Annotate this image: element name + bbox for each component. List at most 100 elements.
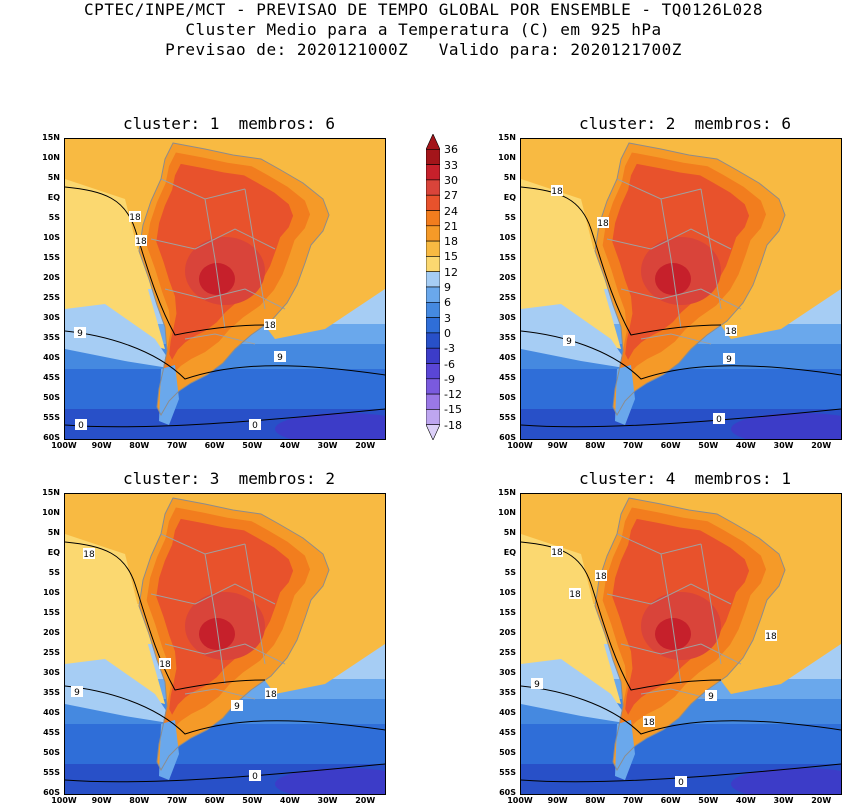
contour-label: 18 (135, 235, 147, 247)
colorbar-label: -15 (444, 403, 462, 417)
colorbar-arrow-bottom (425, 424, 441, 441)
contour-label: 0 (75, 419, 87, 431)
contour-label: 9 (705, 690, 717, 702)
svg-text:0: 0 (252, 772, 258, 782)
lat-tick-label: 30S (43, 313, 60, 322)
cluster-panel-4: cluster: 4 membros: 1 18 18 18 18 9 9 18 0 15N 10… (498, 469, 847, 805)
svg-text:9: 9 (234, 702, 240, 712)
panel-title: cluster: 2 membros: 6 (579, 114, 791, 133)
lat-tick-label: 30S (499, 313, 516, 322)
lat-tick-label: 5N (503, 528, 516, 537)
lat-tick-label: 10N (42, 153, 60, 162)
svg-text:0: 0 (78, 421, 84, 431)
colorbar-box (425, 409, 441, 425)
contour-label: 18 (265, 688, 277, 700)
lon-tick-label: 80W (585, 441, 606, 450)
lon-tick-label: 60W (660, 441, 681, 450)
lat-tick-label: 10S (43, 588, 60, 597)
temperature-map: 18 18 18 9 9 0 0 (64, 138, 386, 440)
lon-tick-label: 70W (622, 441, 643, 450)
colorbar-box (425, 286, 441, 303)
lon-tick-label: 80W (585, 796, 606, 805)
lon-tick-label: 100W (51, 441, 77, 450)
lat-tick-label: 20S (499, 628, 516, 637)
lat-tick-label: 60S (43, 788, 60, 797)
temperature-colorbar (425, 133, 441, 441)
lat-tick-label: 55S (43, 413, 60, 422)
lat-tick-label: 60S (499, 788, 516, 797)
colorbar-label: 12 (444, 265, 458, 279)
lat-tick-label: 5S (48, 213, 60, 222)
colorbar-box (425, 363, 441, 380)
svg-text:18: 18 (725, 327, 737, 337)
svg-text:18: 18 (551, 548, 563, 558)
panel-title: cluster: 3 membros: 2 (123, 469, 335, 488)
svg-text:9: 9 (726, 355, 732, 365)
temperature-map: 18 18 18 9 9 0 (64, 493, 386, 795)
colorbar-box (425, 256, 441, 273)
colorbar-label: 21 (444, 219, 458, 233)
svg-text:18: 18 (264, 321, 276, 331)
svg-text:18: 18 (551, 187, 563, 197)
lat-tick-label: 15S (43, 608, 60, 617)
contour-label: 18 (159, 658, 171, 670)
colorbar-label: -18 (444, 418, 462, 432)
contour-label: 9 (274, 351, 286, 363)
lat-tick-label: 15N (498, 488, 516, 497)
colorbar-box (425, 149, 441, 165)
colorbar-box (425, 179, 441, 196)
lon-tick-label: 20W (355, 796, 376, 805)
colorbar-label: 33 (444, 158, 458, 172)
lon-tick-label: 60W (660, 796, 681, 805)
colorbar-label: 24 (444, 204, 458, 218)
lat-tick-label: 5S (504, 213, 516, 222)
cluster-panel-3: cluster: 3 membros: 2 18 18 18 9 9 0 15N 10N 5N E… (42, 469, 394, 805)
lat-tick-label: 50S (43, 393, 60, 402)
contour-label: 18 (83, 548, 95, 560)
lat-tick-label: 35S (43, 688, 60, 697)
lon-tick-label: 50W (698, 796, 719, 805)
panel-title: cluster: 1 membros: 6 (123, 114, 335, 133)
lat-tick-label: 45S (43, 728, 60, 737)
contour-label: 18 (595, 570, 607, 582)
lat-tick-label: 15S (43, 253, 60, 262)
colorbar-label: -3 (444, 342, 455, 356)
lon-tick-label: 100W (507, 441, 533, 450)
lat-tick-label: 20S (43, 628, 60, 637)
lat-tick-label: 25S (499, 648, 516, 657)
lat-tick-label: 5N (47, 528, 60, 537)
lat-tick-label: 60S (499, 433, 516, 442)
svg-text:18: 18 (83, 550, 95, 560)
lat-tick-label: EQ (503, 548, 516, 557)
panel-title: cluster: 4 membros: 1 (579, 469, 791, 488)
lon-tick-label: 100W (507, 796, 533, 805)
colorbar-label: 6 (444, 296, 451, 310)
lat-tick-label: 45S (43, 373, 60, 382)
colorbar-label: 9 (444, 281, 451, 294)
lat-tick-label: 5S (504, 568, 516, 577)
lat-tick-label: 45S (499, 373, 516, 382)
colorbar-box (425, 271, 441, 288)
lat-tick-label: 45S (499, 728, 516, 737)
colorbar-box (425, 302, 441, 318)
lat-tick-label: 5N (503, 173, 516, 182)
svg-text:9: 9 (708, 692, 714, 702)
lat-tick-label: 10N (42, 508, 60, 517)
contour-label: 18 (765, 630, 777, 642)
lat-tick-label: 40S (499, 708, 516, 717)
lat-tick-label: 30S (43, 668, 60, 677)
colorbar-arrow-top (425, 133, 441, 150)
lat-tick-label: 35S (499, 333, 516, 342)
lat-tick-label: 5N (47, 173, 60, 182)
contour-label: 18 (725, 325, 737, 337)
lat-tick-label: EQ (47, 193, 60, 202)
lon-tick-label: 50W (242, 796, 263, 805)
svg-text:18: 18 (569, 590, 581, 600)
lon-tick-label: 50W (242, 441, 263, 450)
colorbar-box (425, 393, 441, 410)
colorbar-label: 18 (444, 235, 458, 249)
contour-label: 18 (597, 217, 609, 229)
svg-text:18: 18 (159, 660, 171, 670)
colorbar-box (425, 194, 441, 211)
colorbar-box (425, 332, 441, 349)
